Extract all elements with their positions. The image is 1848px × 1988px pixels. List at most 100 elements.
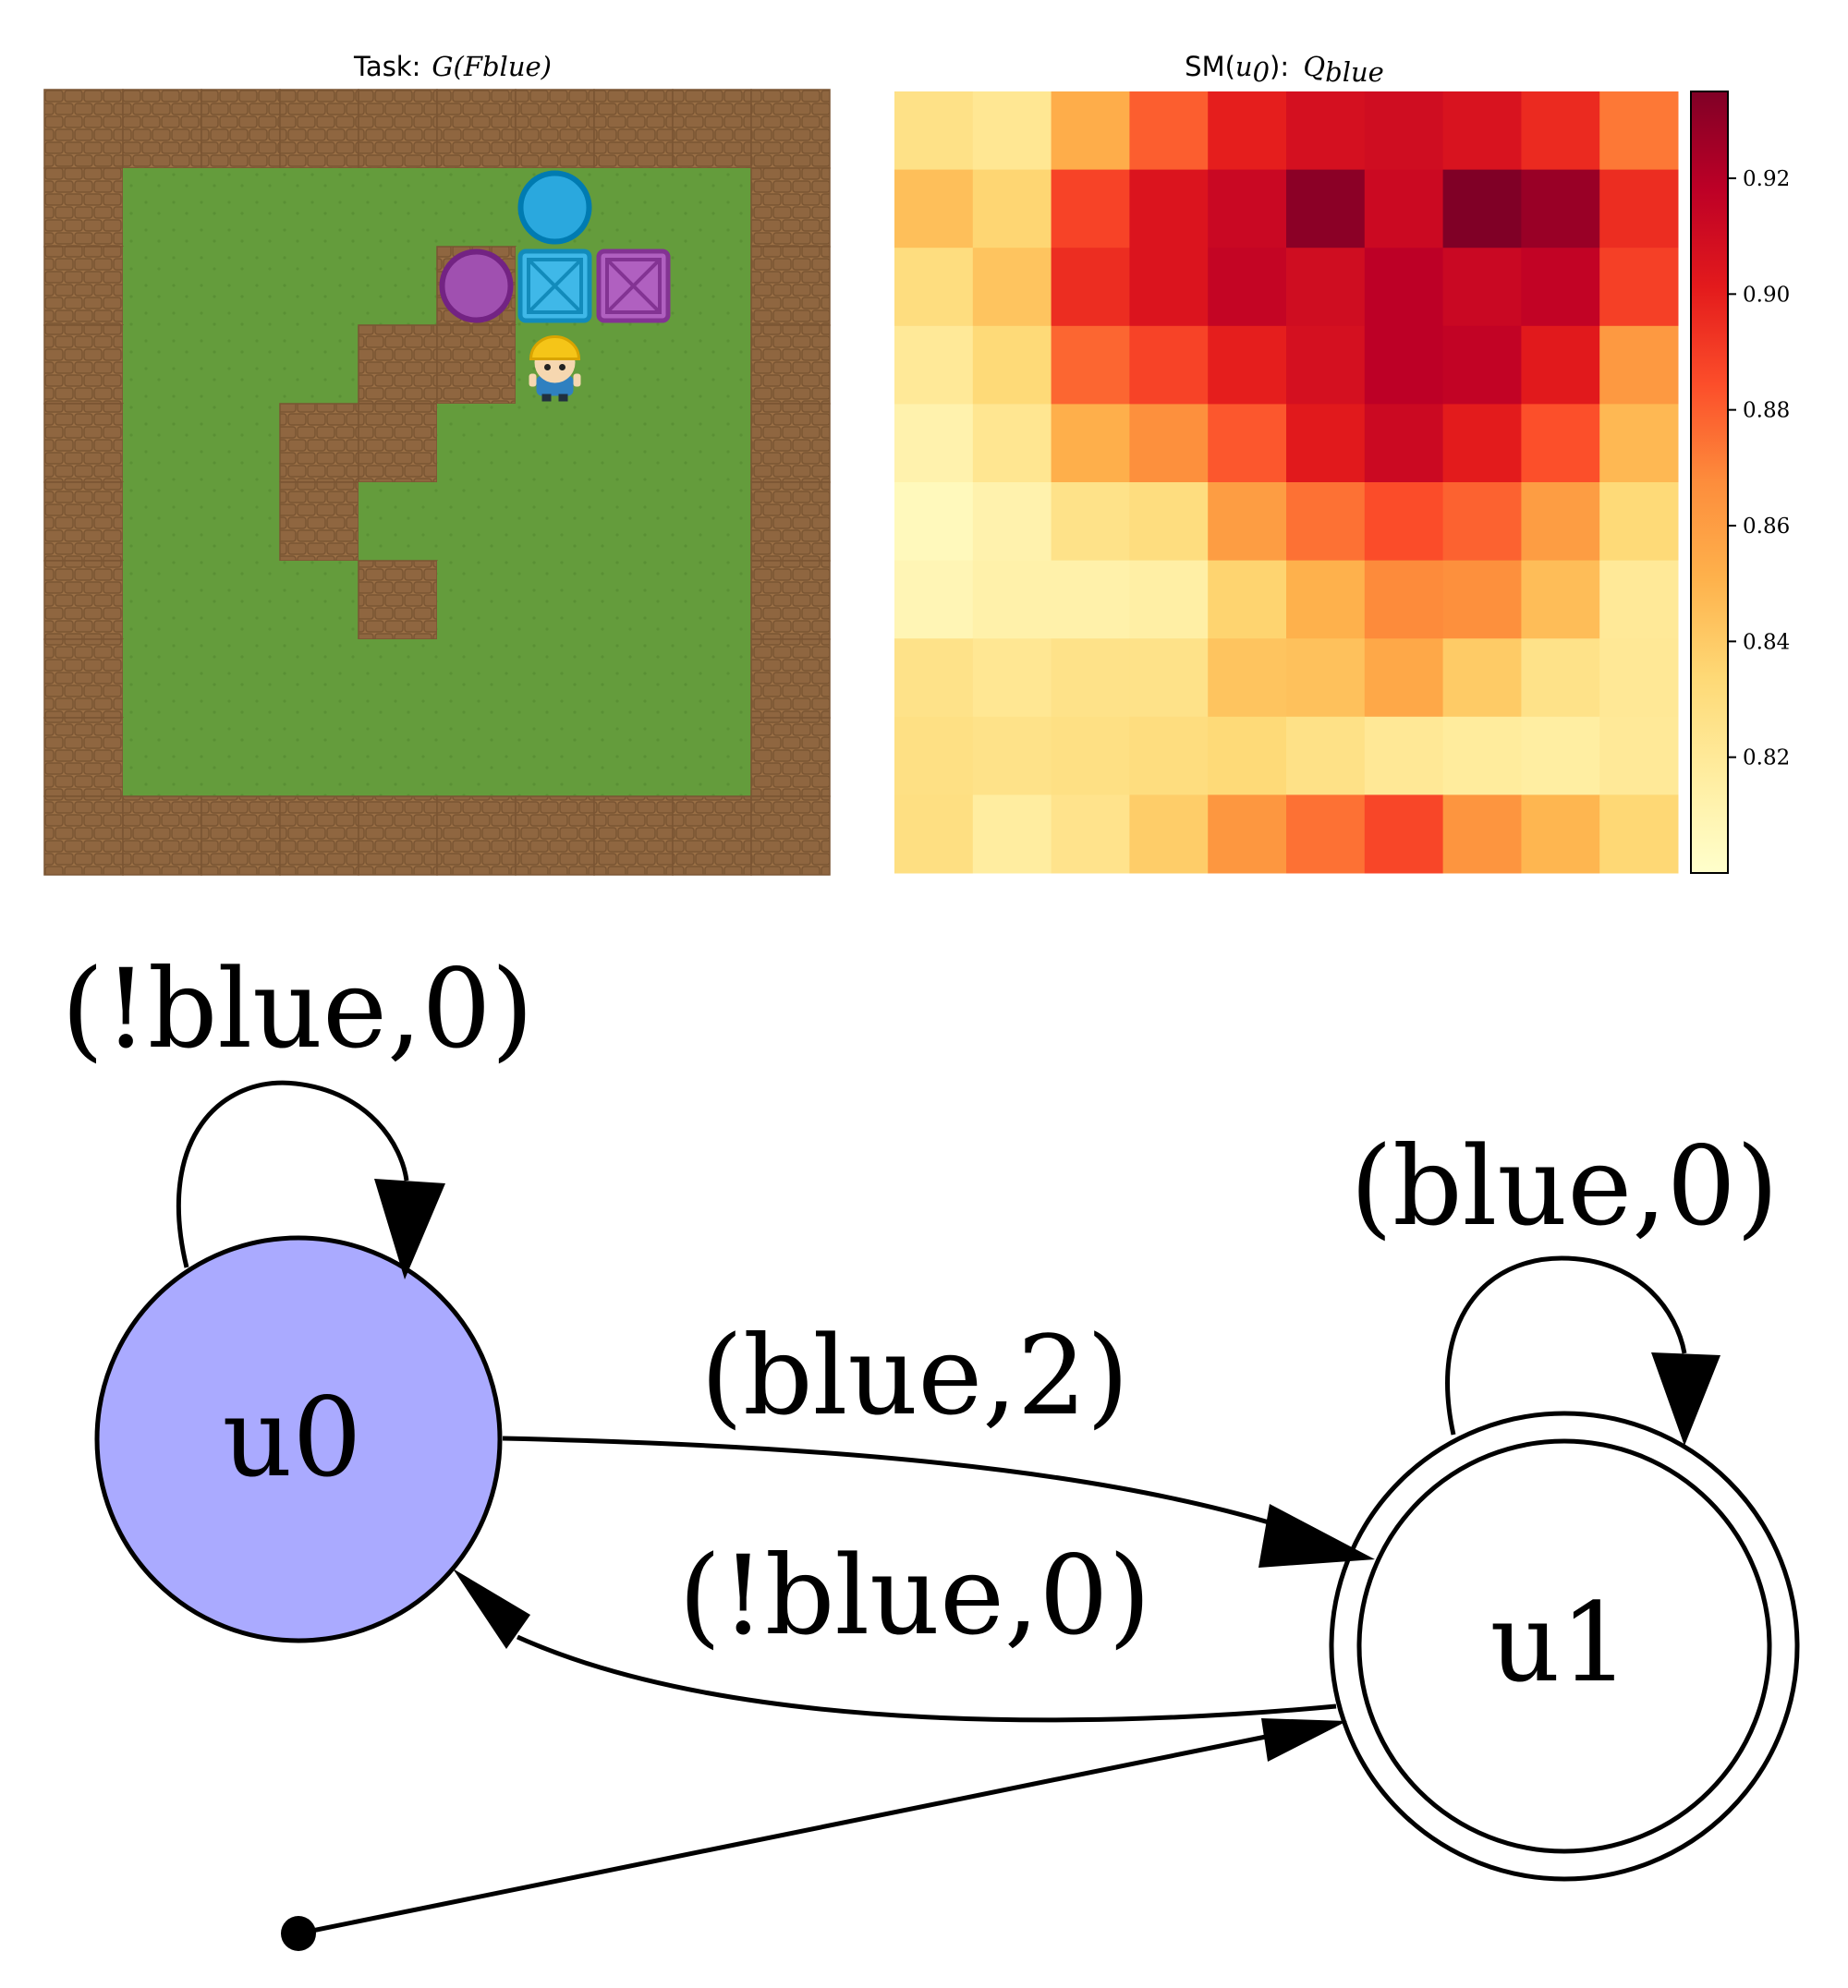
heatmap-cell [1129, 404, 1209, 483]
colorbar: 0.82 0.84 0.86 0.88 0.90 0.92 [1690, 91, 1790, 874]
heatmap-cell [1521, 91, 1600, 171]
heatmap-cell [1208, 482, 1287, 562]
heatmap-cell [1129, 248, 1209, 327]
floor-cell [123, 168, 201, 247]
heatmap-cell [1442, 169, 1522, 248]
floor-cell [280, 325, 359, 404]
heatmap-cell [1286, 325, 1366, 405]
heatmap-cell [1442, 404, 1522, 483]
heatmap-cell [1129, 794, 1209, 874]
heatmap-cell [1599, 248, 1679, 327]
floor-cell [516, 639, 594, 718]
heatmap-cell [1521, 404, 1600, 483]
wall-cell [358, 560, 438, 640]
q-value-heatmap [894, 91, 1679, 874]
wall-cell [750, 717, 831, 797]
floor-cell [359, 718, 437, 796]
edge-u1-self-arrowhead [1651, 1352, 1720, 1446]
colorbar-tick-label: 0.88 [1743, 399, 1790, 423]
floor-cell [594, 482, 673, 561]
floor-cell [201, 718, 280, 796]
heatmap-cell [1286, 794, 1366, 874]
floor-cell [437, 168, 516, 247]
floor-cell [673, 325, 751, 404]
heatmap-cell [1599, 404, 1679, 483]
edge-u0-self-line [176, 1080, 409, 1268]
edge-u0-u1-line [502, 1436, 1276, 1527]
heatmap-cell [1129, 638, 1209, 718]
floor-cell [201, 247, 280, 325]
heatmap-cell [1442, 794, 1522, 874]
heatmap-cell [1129, 325, 1209, 405]
floor-cell [123, 718, 201, 796]
edge-u1-u0-line [516, 1634, 1337, 1723]
wall-cell [43, 167, 124, 248]
floor-cell [594, 168, 673, 247]
floor-cell [437, 482, 516, 561]
heatmap-cell [1599, 794, 1679, 874]
wall-cell [201, 795, 281, 876]
heatmap-cell [1442, 91, 1522, 171]
heatmap-cell [972, 482, 1052, 562]
wall-cell [515, 89, 595, 169]
heatmap-cell [1521, 794, 1600, 874]
edge-u1-self-label: (blue,0) [1350, 1122, 1779, 1250]
wall-cell [43, 717, 124, 797]
floor-cell [123, 482, 201, 561]
heatmap-cell [972, 716, 1052, 795]
floor-cell [280, 718, 359, 796]
heatmap-cell [1599, 560, 1679, 639]
floor-cell [123, 247, 201, 325]
floor-cell [359, 639, 437, 718]
heatmap-cell [894, 482, 974, 562]
heatmap-cell [1442, 716, 1522, 795]
floor-cell [673, 639, 751, 718]
colorbar-gradient [1690, 91, 1729, 874]
heatmap-cell [972, 560, 1052, 639]
heatmap-cell [1208, 716, 1287, 795]
floor-cell [280, 168, 359, 247]
heatmap-cell [972, 325, 1052, 405]
wall-cell [43, 638, 124, 719]
wall-cell [358, 324, 438, 405]
edge-u0-self-arrowhead [374, 1179, 445, 1279]
heatmap-cell [894, 638, 974, 718]
heatmap-cell [1286, 91, 1366, 171]
heatmap-cell [1442, 248, 1522, 327]
floor-cell [437, 404, 516, 482]
wall-cell [122, 795, 202, 876]
heatmap-cell [894, 325, 974, 405]
heatmap-cell [1208, 248, 1287, 327]
heatmap-cell [1129, 169, 1209, 248]
wall-cell [750, 638, 831, 719]
colorbar-tick-label: 0.82 [1743, 746, 1790, 770]
wall-cell [436, 89, 517, 169]
box-object [517, 248, 592, 323]
heatmap-cell [1521, 638, 1600, 718]
node-u1-label: u1 [1489, 1579, 1629, 1706]
wall-cell [750, 167, 831, 248]
wall-cell [750, 246, 831, 326]
heatmap-cell [1051, 325, 1130, 405]
floor-cell [594, 561, 673, 639]
floor-cell [280, 561, 359, 639]
heatmap-cell [1208, 560, 1287, 639]
heatmap-cell [1286, 169, 1366, 248]
wall-cell [358, 89, 438, 169]
heatmap-cell [972, 169, 1052, 248]
heatmap-cell [1129, 716, 1209, 795]
floor-cell [673, 718, 751, 796]
wall-cell [750, 89, 831, 169]
floor-cell [123, 325, 201, 404]
floor-cell [516, 404, 594, 482]
heatmap-cell [972, 91, 1052, 171]
floor-cell [359, 247, 437, 325]
heatmap-cell [972, 248, 1052, 327]
heatmap-cell [894, 404, 974, 483]
wall-cell [358, 403, 438, 483]
heatmap-cell [1599, 482, 1679, 562]
edge-u1-self-line [1445, 1255, 1687, 1436]
wall-cell [515, 795, 595, 876]
floor-cell [280, 247, 359, 325]
